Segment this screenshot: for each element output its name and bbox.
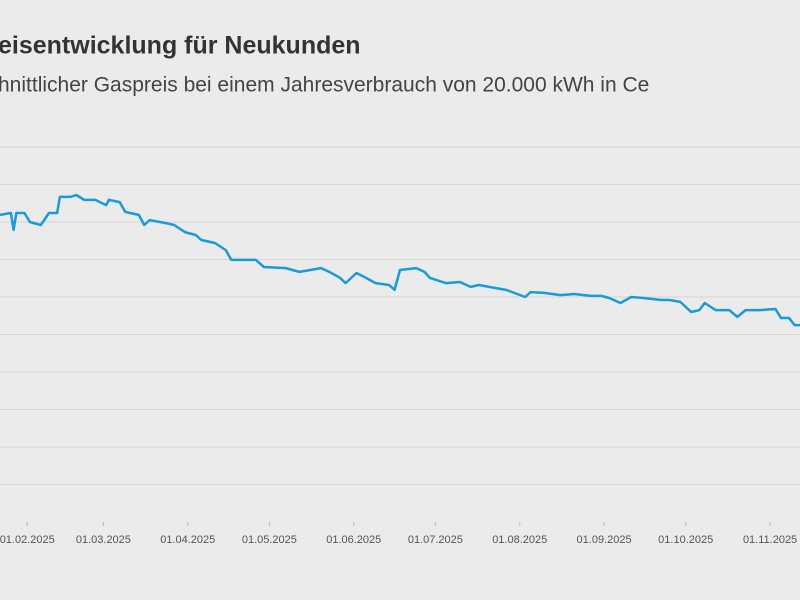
x-tick-label: 01.09.2025 — [577, 534, 632, 546]
x-tick-label: 01.07.2025 — [408, 534, 463, 546]
chart-subtitle: hnittlicher Gaspreis bei einem Jahresver… — [0, 74, 649, 97]
x-tick-label: 01.04.2025 — [160, 534, 215, 546]
x-tick-label: 01.08.2025 — [492, 534, 547, 546]
x-tick-label: 01.10.2025 — [658, 534, 713, 546]
x-tick-label: 01.05.2025 — [242, 534, 297, 546]
x-tick-label: 01.03.2025 — [76, 534, 131, 546]
price-line — [0, 193, 800, 327]
x-tick-label: 01.06.2025 — [326, 534, 381, 546]
x-tick-label: 01.02.2025 — [0, 534, 55, 546]
x-tick-label: 01.11.2025 — [743, 534, 797, 546]
chart-title: eisentwicklung für Neukunden — [0, 32, 361, 60]
